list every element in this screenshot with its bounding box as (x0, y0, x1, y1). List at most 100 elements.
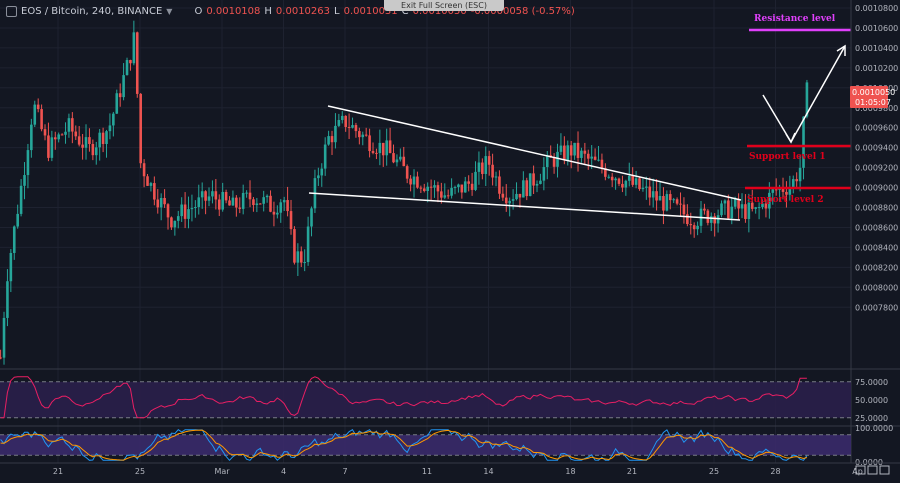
candle (522, 171, 525, 198)
candle (200, 182, 204, 209)
candle (81, 134, 84, 160)
candle-body (146, 176, 149, 186)
candle-body (395, 159, 399, 163)
candle-body (624, 180, 628, 188)
candle-body (180, 204, 183, 217)
candle-body (330, 136, 334, 143)
candle-body (36, 104, 40, 110)
candle-body (317, 175, 320, 179)
candle (665, 190, 669, 212)
candle (84, 124, 88, 160)
candle-body (689, 224, 693, 226)
candle (101, 127, 105, 153)
candle (392, 144, 395, 164)
price-tick-label: 0.0009000 (855, 184, 898, 193)
price-tick-label: 0.0008400 (855, 243, 898, 252)
candle-body (392, 153, 395, 163)
candle-body (498, 176, 501, 194)
candle (754, 206, 757, 214)
candle (361, 131, 365, 146)
candle (228, 196, 231, 206)
rsi-tick-label: 75.0000 (855, 378, 888, 387)
candle (105, 129, 108, 158)
candle-body (600, 159, 604, 169)
candle-body (597, 159, 600, 161)
chevron-down-icon[interactable]: ▼ (166, 7, 173, 16)
candle-body (132, 32, 136, 64)
level-label-support2: Support level 2 (747, 195, 824, 205)
candle (457, 183, 460, 193)
symbol-label[interactable]: EOS / Bitcoin, 240, BINANCE (21, 6, 163, 17)
candle (416, 171, 419, 189)
candle (88, 128, 91, 152)
symbol-icon[interactable] (6, 6, 17, 17)
candle-body (487, 156, 491, 165)
candle-body (368, 135, 371, 152)
candle-body (351, 125, 354, 128)
price-tick-label: 0.0008200 (855, 263, 898, 272)
candle-body (491, 164, 494, 178)
candle (747, 193, 751, 233)
candle (805, 79, 809, 119)
candle (720, 200, 723, 218)
candle-body (320, 168, 324, 176)
time-tick-label: 11 (422, 467, 432, 476)
exit-fullscreen-button[interactable]: Exit Full Screen (ESC) (384, 0, 504, 11)
candle-body (730, 206, 734, 219)
candle-body (334, 125, 337, 143)
rsi-band (0, 381, 851, 418)
candle (122, 63, 125, 101)
candle-body (583, 150, 587, 154)
candle-body (6, 281, 9, 318)
arrow-head-down (785, 132, 796, 144)
candle-body (84, 137, 88, 148)
candle-body (252, 199, 255, 206)
candle (525, 177, 529, 201)
candle (583, 142, 587, 166)
candle-body (388, 140, 392, 154)
countdown-timer: 01:05:07 (855, 98, 891, 107)
candle (9, 249, 13, 293)
candle (638, 177, 641, 191)
candle (327, 130, 330, 146)
price-tick-label: 0.0008000 (855, 283, 898, 292)
candle-body (682, 204, 686, 215)
candle (446, 189, 450, 199)
candle (481, 158, 484, 180)
candle-body (675, 199, 679, 204)
candle (487, 150, 491, 176)
candle-body (662, 195, 665, 211)
candle (474, 161, 477, 192)
candle-body (156, 199, 160, 208)
candle-body (795, 179, 798, 182)
candle (36, 98, 40, 113)
candle-body (535, 183, 539, 186)
candle (368, 128, 371, 158)
close-label: C (401, 6, 409, 17)
candle (293, 226, 296, 265)
candle (586, 149, 590, 170)
candle (340, 111, 344, 124)
candle-body (358, 131, 361, 138)
candle-body (245, 192, 248, 194)
candle-body (703, 208, 706, 211)
candle (248, 180, 252, 208)
candle (624, 179, 628, 196)
candle-body (347, 126, 351, 128)
candle-body (621, 183, 624, 188)
candle (354, 122, 358, 138)
candle (146, 173, 149, 186)
candle (706, 208, 710, 226)
candle-body (67, 118, 71, 132)
candle (183, 192, 187, 229)
candle-body (187, 209, 190, 219)
candle (429, 179, 433, 200)
time-tick-label: 4 (281, 467, 286, 476)
candle (542, 157, 546, 191)
candle (532, 165, 535, 195)
candle (409, 175, 412, 192)
candle-body (214, 191, 218, 200)
candle-body (440, 191, 443, 198)
candle (696, 221, 699, 236)
